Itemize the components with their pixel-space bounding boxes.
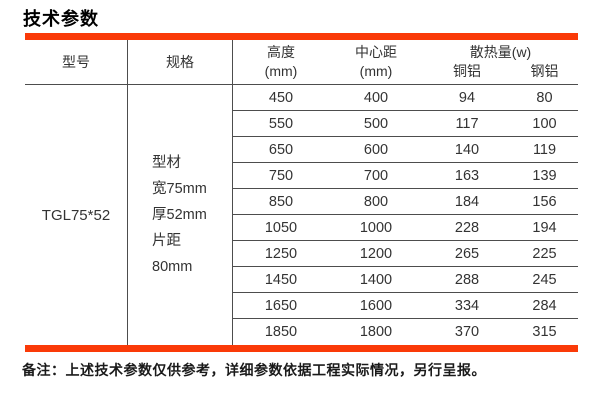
table-row: 1250 1200 265 225 <box>233 241 578 267</box>
data-column-headers: 高度 (mm) 中心距 (mm) 散热量(w) 铜铝 钢铝 <box>233 40 578 84</box>
model-value-cell: TGL75*52 <box>25 85 128 345</box>
cell-steel-aluminum: 100 <box>532 115 557 132</box>
table-row: 850 800 184 156 <box>233 189 578 215</box>
heat-output-subheaders: 铜铝 钢铝 <box>423 62 578 81</box>
cell-center-distance: 1400 <box>359 271 393 288</box>
column-header-height-line1: 高度 <box>267 44 295 60</box>
cell-steel-aluminum: 80 <box>536 89 553 106</box>
table-row: 1850 1800 370 315 <box>233 319 578 345</box>
cell-height: 1650 <box>264 297 298 314</box>
cell-height: 1050 <box>264 219 298 236</box>
column-header-center-line1: 中心距 <box>355 44 397 60</box>
cell-height: 450 <box>268 89 294 106</box>
cell-copper-aluminum: 265 <box>454 245 480 262</box>
cell-center-distance: 1800 <box>359 324 393 340</box>
spec-line: 厚52mm <box>152 207 207 223</box>
table-row: 650 600 140 119 <box>233 137 578 163</box>
cell-steel-aluminum: 156 <box>532 193 557 210</box>
cell-center-distance: 1200 <box>359 245 393 262</box>
spec-line: 80mm <box>152 259 193 275</box>
table-row: 1050 1000 228 194 <box>233 215 578 241</box>
cell-center-distance: 700 <box>363 167 389 184</box>
column-header-spec: 规格 <box>128 40 233 84</box>
cell-steel-aluminum: 284 <box>532 297 557 314</box>
table-row: 1450 1400 288 245 <box>233 267 578 293</box>
cell-center-distance: 500 <box>363 115 389 132</box>
cell-steel-aluminum: 139 <box>532 167 557 184</box>
cell-height: 750 <box>268 167 294 184</box>
cell-copper-aluminum: 140 <box>454 141 480 158</box>
spec-line: 片距 <box>152 233 181 249</box>
cell-height: 1250 <box>264 245 298 262</box>
table-body: TGL75*52 型材 宽75mm 厚52mm 片距 80mm 450 400 … <box>25 85 578 345</box>
column-header-heat-output: 散热量(w) <box>469 44 532 60</box>
column-group-heat-output: 散热量(w) 铜铝 钢铝 <box>423 40 578 84</box>
page-title: 技术参数 <box>23 9 99 29</box>
cell-copper-aluminum: 117 <box>455 115 479 132</box>
table-row: 550 500 117 100 <box>233 111 578 137</box>
column-header-center-line2: (mm) <box>359 63 393 79</box>
cell-copper-aluminum: 94 <box>458 89 476 106</box>
footnote: 备注：上述技术参数仅供参考，详细参数依据工程实际情况，另行呈报。 <box>22 362 486 378</box>
column-header-model: 型号 <box>25 40 128 84</box>
cell-steel-aluminum: 225 <box>532 245 557 262</box>
spec-value-cell: 型材 宽75mm 厚52mm 片距 80mm <box>128 85 233 345</box>
cell-copper-aluminum: 184 <box>454 193 480 210</box>
cell-center-distance: 1000 <box>359 219 393 236</box>
cell-copper-aluminum: 228 <box>454 219 480 236</box>
cell-steel-aluminum: 194 <box>532 219 557 236</box>
cell-steel-aluminum: 119 <box>532 141 557 158</box>
spec-line: 型材 <box>152 155 181 171</box>
cell-copper-aluminum: 334 <box>454 297 480 314</box>
table-row: 750 700 163 139 <box>233 163 578 189</box>
table-row: 450 400 94 80 <box>233 85 578 111</box>
cell-copper-aluminum: 370 <box>454 324 480 340</box>
column-header-steel-aluminum: 钢铝 <box>530 63 559 79</box>
data-rows: 450 400 94 80 550 500 117 100 650 600 14… <box>233 85 578 345</box>
cell-center-distance: 1600 <box>359 297 393 314</box>
column-header-height-line2: (mm) <box>264 63 298 79</box>
cell-height: 650 <box>268 141 294 158</box>
column-header-copper-aluminum: 铜铝 <box>453 63 481 79</box>
cell-center-distance: 600 <box>363 141 389 158</box>
cell-height: 850 <box>268 193 294 210</box>
spec-line: 宽75mm <box>152 181 207 197</box>
cell-height: 1850 <box>264 324 298 340</box>
cell-height: 1450 <box>264 271 298 288</box>
table-row: 1650 1600 334 284 <box>233 293 578 319</box>
accent-bar-bottom <box>25 345 578 352</box>
accent-bar-top <box>25 33 578 40</box>
column-header-height: 高度 (mm) <box>233 40 329 84</box>
column-header-center-distance: 中心距 (mm) <box>329 40 423 84</box>
cell-copper-aluminum: 163 <box>454 167 480 184</box>
cell-copper-aluminum: 288 <box>454 271 480 288</box>
cell-height: 550 <box>268 115 294 132</box>
cell-steel-aluminum: 245 <box>532 271 557 288</box>
cell-steel-aluminum: 315 <box>532 324 557 340</box>
cell-center-distance: 800 <box>363 193 389 210</box>
table-header-row: 型号 规格 高度 (mm) 中心距 (mm) 散热量(w) 铜铝 钢铝 <box>25 40 578 85</box>
cell-center-distance: 400 <box>363 89 389 106</box>
spec-table: 型号 规格 高度 (mm) 中心距 (mm) 散热量(w) 铜铝 钢铝 <box>25 33 578 352</box>
